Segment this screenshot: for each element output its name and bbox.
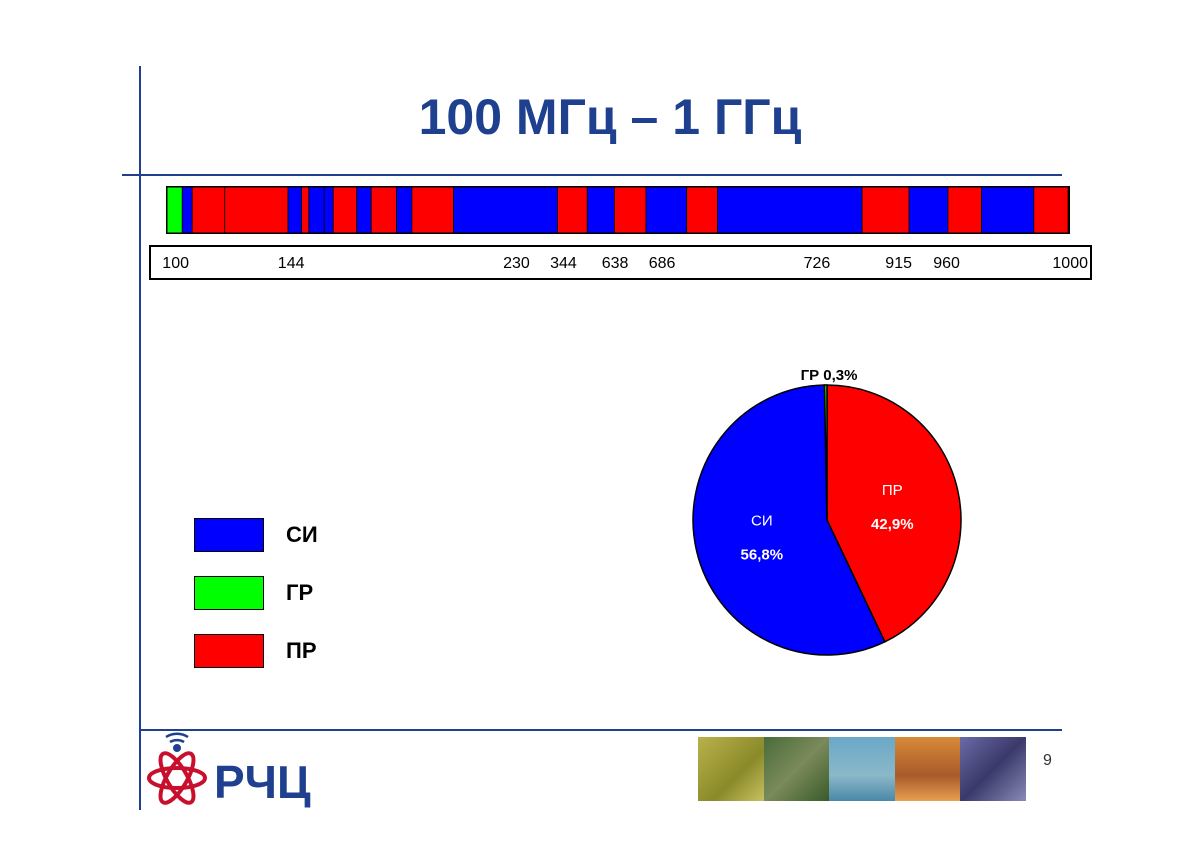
rchc-logo: РЧЦ	[147, 732, 311, 808]
band-segment-pr	[1033, 186, 1069, 234]
slide-title: 100 МГц – 1 ГГц	[418, 89, 802, 145]
band-segment-si	[323, 186, 334, 234]
freq-tick-label: 144	[277, 255, 305, 272]
freq-tick-label: 1000	[1052, 255, 1088, 272]
band-segment-si	[717, 186, 863, 234]
title-rule	[122, 174, 1062, 176]
pie-slice	[826, 384, 962, 643]
freq-tick-label: 100	[162, 255, 189, 272]
band-segment-pr	[224, 186, 289, 234]
band-segment-si	[356, 186, 372, 234]
frequency-scale: 100 144 230 344 638 686 726 915 960 1000	[149, 245, 1092, 280]
band-segment-pr	[947, 186, 982, 234]
freq-tick-label: 638	[601, 255, 629, 272]
band-segment-pr	[332, 186, 358, 234]
band-segment-pr	[861, 186, 910, 234]
band-border	[166, 186, 1070, 234]
band-segment-si	[908, 186, 949, 234]
legend-swatch-gr	[194, 576, 264, 610]
band-segment-si	[181, 186, 193, 234]
freq-tick-label: 960	[933, 255, 960, 272]
photo-tile-3	[829, 737, 895, 801]
pie-slice-label: ГР 0,3%	[801, 367, 858, 384]
pie-slice-value: 42,9%	[871, 516, 914, 533]
band-segment-pr	[557, 186, 588, 234]
legend-label-si: СИ	[286, 522, 318, 547]
pie-slice-name: СИ	[751, 513, 773, 530]
legend-swatch-pr	[194, 634, 264, 668]
freq-tick-label: 230	[503, 255, 530, 272]
footer-rule	[139, 729, 1062, 731]
band-segment-si	[645, 186, 688, 234]
pie-slice	[823, 384, 828, 521]
freq-tick-label: 726	[803, 255, 831, 272]
page-number: 9	[1043, 752, 1052, 769]
band-segment-si	[308, 186, 325, 234]
photo-tile-1	[698, 737, 764, 801]
band-segment-gr	[166, 186, 183, 234]
freq-tick-label: 686	[648, 255, 676, 272]
pie-slice	[692, 384, 886, 656]
photo-tile-2	[763, 737, 830, 801]
band-segment-si	[396, 186, 413, 234]
left-rule	[139, 66, 141, 810]
band-segment-si	[586, 186, 615, 234]
photo-strip	[698, 737, 1026, 801]
band-segment-pr	[191, 186, 226, 234]
logo-emblem-icon	[147, 732, 207, 805]
legend-swatch-si	[194, 518, 264, 552]
photo-tile-5	[960, 737, 1026, 801]
legend-label-gr: ГР	[286, 580, 314, 605]
frequency-band-bar	[166, 186, 1070, 234]
freq-tick-label: 344	[550, 255, 577, 272]
band-segment-pr	[301, 186, 310, 234]
legend-label-pr: ПР	[286, 638, 317, 663]
freq-tick-label: 915	[885, 255, 912, 272]
pie-slice-name: ПР	[882, 482, 903, 499]
band-segment-pr	[686, 186, 718, 234]
band-segment-si	[981, 186, 1035, 234]
pie-chart: ПР 42,9% СИ 56,8% ГР 0,3%	[692, 367, 962, 656]
band-segment-si	[453, 186, 558, 234]
band-segment-pr	[411, 186, 454, 234]
band-segment-pr	[613, 186, 647, 234]
photo-tile-4	[894, 737, 961, 801]
pie-slice-value: 56,8%	[741, 547, 784, 564]
logo-text: РЧЦ	[214, 756, 311, 808]
band-segment-pr	[370, 186, 397, 234]
band-segment-si	[287, 186, 303, 234]
